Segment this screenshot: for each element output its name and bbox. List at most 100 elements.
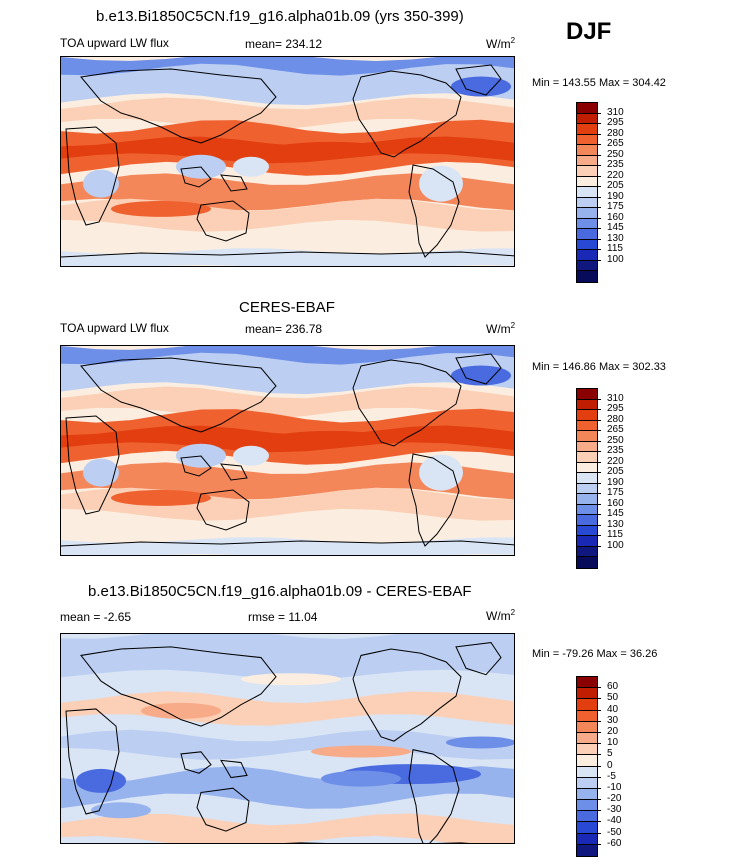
map-field-band	[61, 766, 514, 809]
colorbar-tick-label: 160	[607, 211, 624, 223]
map-field-band	[61, 813, 514, 843]
colorbar-tick-mark	[597, 398, 601, 400]
panel3-units-text: W/m	[486, 609, 511, 623]
colorbar-tick-mark	[597, 843, 601, 845]
map-field-blob	[271, 430, 391, 447]
panel1-units: W/m2	[486, 36, 515, 51]
colorbar-tick-label: 280	[607, 413, 624, 425]
colorbar-swatch	[577, 452, 597, 463]
colorbar-tick-label: 20	[607, 725, 619, 737]
colorbar-swatch	[577, 134, 597, 146]
map-field-blob	[451, 76, 511, 97]
map-field-band	[61, 248, 514, 266]
colorbar-tick-mark	[597, 207, 601, 209]
panel2-map	[60, 345, 515, 556]
panel2-mean: mean= 236.78	[245, 322, 323, 336]
map-field-blob	[419, 454, 463, 491]
panel1-field-label: TOA upward LW flux	[60, 36, 169, 50]
colorbar-tick-label: 250	[607, 434, 624, 446]
colorbar-swatch	[577, 229, 597, 240]
colorbar-tick-label: -40	[607, 815, 622, 827]
colorbar-tick-label: 50	[607, 692, 619, 704]
colorbar-tick-mark	[597, 776, 601, 778]
colorbar-swatch	[577, 557, 597, 568]
coastline	[220, 174, 248, 192]
colorbar-tick-mark	[597, 154, 601, 156]
map-field-blob	[446, 736, 514, 749]
colorbar-tick-label: 100	[607, 539, 624, 551]
map-field-blob	[271, 141, 391, 158]
colorbar-tick-mark	[597, 419, 601, 421]
map-field-blob	[91, 802, 151, 819]
colorbar-swatch	[577, 124, 597, 135]
coastline	[352, 359, 462, 447]
colorbar-tick-mark	[597, 687, 601, 689]
panel1-mean: mean= 234.12	[245, 37, 323, 51]
colorbar-tick-label: 295	[607, 117, 624, 129]
colorbar-tick-label: -5	[607, 770, 616, 782]
colorbar-tick-label: 10	[607, 737, 619, 749]
colorbar-swatch	[577, 208, 597, 219]
panel2-units-text: W/m	[486, 322, 511, 336]
colorbar-swatch	[577, 710, 597, 722]
coastline	[352, 648, 462, 742]
colorbar-tick-label: 205	[607, 180, 624, 192]
colorbar-tick-label: 40	[607, 703, 619, 715]
colorbar-tick-mark	[597, 821, 601, 823]
panel1-map	[60, 56, 515, 267]
colorbar-tick-label: -60	[607, 837, 622, 849]
colorbar-tick-mark	[597, 698, 601, 700]
colorbar-tick-mark	[597, 196, 601, 198]
colorbar-tick-mark	[597, 186, 601, 188]
map-field-blob	[233, 445, 269, 466]
colorbar-swatch	[577, 811, 597, 823]
coastline	[220, 759, 248, 779]
colorbar-swatch	[577, 420, 597, 432]
colorbar-tick-mark	[597, 165, 601, 167]
colorbar-tick-mark	[597, 472, 601, 474]
colorbar-tick-mark	[597, 787, 601, 789]
colorbar-tick-label: 310	[607, 106, 624, 118]
colorbar-swatch	[577, 504, 597, 516]
colorbar-tick-mark	[597, 259, 601, 261]
map-field-blob	[321, 770, 401, 787]
colorbar-tick-label: 0	[607, 759, 613, 771]
colorbar-tick-label: 30	[607, 714, 619, 726]
map-field-blob	[83, 458, 119, 487]
colorbar-tick-label: 145	[607, 508, 624, 520]
colorbar-tick-label: 130	[607, 232, 624, 244]
colorbar-swatch	[577, 441, 597, 453]
coastline	[180, 166, 212, 188]
panel2-units: W/m2	[486, 321, 515, 336]
colorbar-tick-mark	[597, 175, 601, 177]
coastline	[408, 749, 460, 843]
colorbar-tick-label: 235	[607, 159, 624, 171]
map-field-blob	[311, 745, 411, 758]
coastline	[284, 842, 470, 843]
colorbar-swatch	[577, 494, 597, 505]
colorbar-tick-label: 100	[607, 253, 624, 265]
panel2-units-sup: 2	[510, 321, 516, 330]
coastline	[65, 126, 120, 226]
map-field-band	[61, 352, 514, 395]
colorbar-tick-label: 235	[607, 445, 624, 457]
colorbar-swatch	[577, 732, 597, 745]
colorbar-tick-label: 115	[607, 529, 623, 541]
colorbar-tick-mark	[597, 440, 601, 442]
colorbar-tick-mark	[597, 112, 601, 114]
colorbar-tick-mark	[597, 144, 601, 146]
colorbar-swatch	[577, 699, 597, 711]
coastline	[352, 70, 462, 158]
map-field-band	[61, 63, 514, 106]
colorbar-tick-mark	[597, 249, 601, 251]
colorbar-swatch	[577, 389, 597, 400]
colorbar-swatch	[577, 197, 597, 209]
colorbar-tick-mark	[597, 765, 601, 767]
colorbar-tick-mark	[597, 514, 601, 516]
colorbar-tick-mark	[597, 720, 601, 722]
colorbar-tick-mark	[597, 535, 601, 537]
colorbar-swatch	[577, 755, 597, 767]
colorbar-tick-label: 265	[607, 424, 624, 436]
panel1-colorbar	[576, 102, 598, 283]
colorbar-swatch	[577, 833, 597, 845]
